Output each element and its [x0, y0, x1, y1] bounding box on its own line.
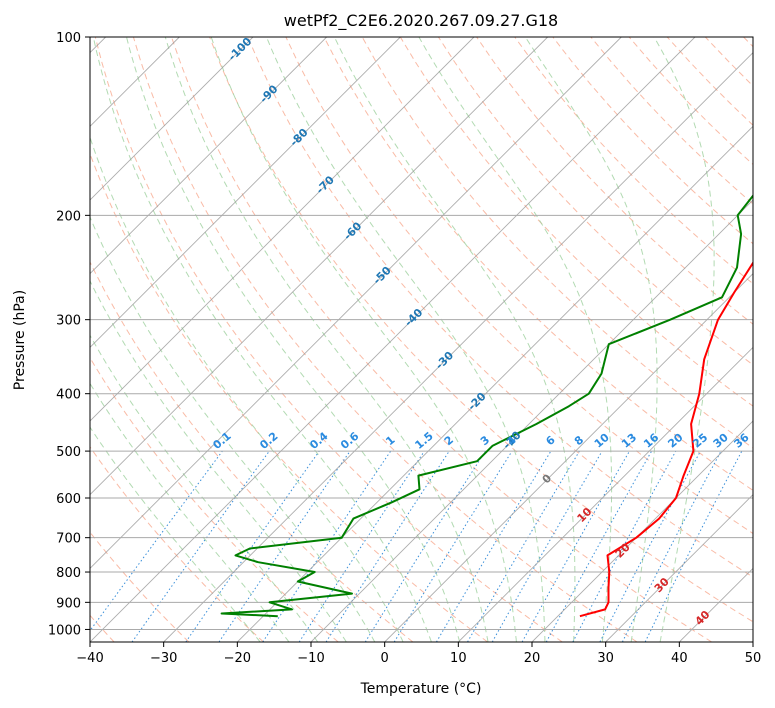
isotherm-line [90, 37, 401, 348]
isotherm-line [90, 37, 548, 496]
dry-adiabat [90, 446, 264, 642]
y-tick-label: 100 [56, 31, 81, 46]
dry-adiabat [90, 260, 414, 642]
mixing-ratio-line [185, 450, 320, 642]
moist-adiabat [164, 37, 489, 642]
mixing-ratio-line [218, 450, 351, 642]
mixing-ratio-line [572, 450, 677, 642]
isotherm-line [310, 199, 753, 642]
y-tick-label: 700 [56, 532, 81, 547]
y-tick-label: 800 [56, 566, 81, 581]
isotherm-line [90, 37, 327, 275]
x-tick-label: −40 [76, 651, 103, 666]
axis-layer: −40 −30 −20 −10 0 10 20 30 40 50 100 200 300 400 500 60… [48, 31, 761, 666]
moist-adiabat [90, 135, 404, 642]
x-tick-label: −20 [224, 651, 251, 666]
isotherm-line [163, 52, 753, 642]
x-tick-label: 50 [745, 651, 762, 666]
x-tick-label: −10 [297, 651, 324, 666]
mixing-ratio-line [131, 450, 270, 642]
mixing-ratio-line [393, 450, 513, 642]
mixing-ratio-line [262, 450, 392, 642]
dry-adiabat [323, 37, 753, 491]
x-tick-label: 40 [671, 651, 688, 666]
moist-adiabat [333, 37, 576, 642]
moist-adiabat [266, 37, 546, 642]
x-tick-label: 30 [597, 651, 614, 666]
moist-adiabat [90, 382, 290, 642]
isotherm-line [90, 37, 696, 642]
data-layer [220, 194, 753, 618]
isotherm-line [531, 420, 753, 642]
y-tick-label: 200 [56, 209, 81, 224]
grid-layer [90, 37, 753, 642]
dry-adiabat [247, 37, 753, 578]
dry-adiabat [285, 37, 753, 535]
mixing-ratio-line [325, 450, 450, 642]
y-tick-label: 600 [56, 492, 81, 507]
mixing-ratio-line [298, 450, 425, 642]
x-tick-label: 10 [450, 651, 467, 666]
moist-adiabat [126, 37, 461, 642]
y-tick-label: 1000 [48, 623, 81, 638]
plot-frame [89, 36, 754, 643]
mixing-ratio-line [644, 450, 743, 642]
mixing-ratio-line [545, 450, 653, 642]
moist-adiabat [90, 426, 261, 642]
mixing-ratio-line [521, 450, 630, 642]
y-tick-label: 500 [56, 445, 81, 460]
moist-adiabat [524, 37, 658, 642]
isotherm-line [237, 125, 753, 642]
x-tick-label: 20 [524, 651, 541, 666]
y-tick-label: 900 [56, 596, 81, 611]
moist-adiabat [653, 37, 715, 642]
mixing-ratio-line [90, 450, 223, 632]
dry-adiabat [514, 37, 753, 285]
dry-adiabat [209, 37, 753, 623]
dry-adiabat [171, 37, 712, 642]
isotherm-line [458, 346, 753, 642]
x-tick-label: −30 [150, 651, 177, 666]
x-axis-label: Temperature (°C) [360, 681, 482, 697]
isotherm-line [384, 273, 753, 642]
dewpoint-profile [220, 194, 753, 618]
isotherm-line [90, 37, 254, 201]
moist-adiabat [418, 37, 613, 642]
y-axis-label: Pressure (hPa) [12, 290, 28, 390]
chart-title: wetPf2_C2E6.2020.267.09.27.G18 [284, 11, 558, 31]
isotherm-line [605, 494, 753, 642]
moist-adiabat [210, 37, 517, 642]
moist-adiabat [90, 215, 376, 642]
moist-adiabat [92, 37, 432, 642]
y-tick-label: 400 [56, 388, 81, 403]
y-tick-label: 300 [56, 314, 81, 329]
x-tick-label: 0 [381, 651, 389, 666]
dry-adiabat [476, 37, 753, 325]
dry-adiabat [94, 37, 563, 642]
isotherm-line [90, 37, 475, 422]
isotherm-line [90, 37, 622, 569]
temperature-profile [579, 261, 753, 618]
